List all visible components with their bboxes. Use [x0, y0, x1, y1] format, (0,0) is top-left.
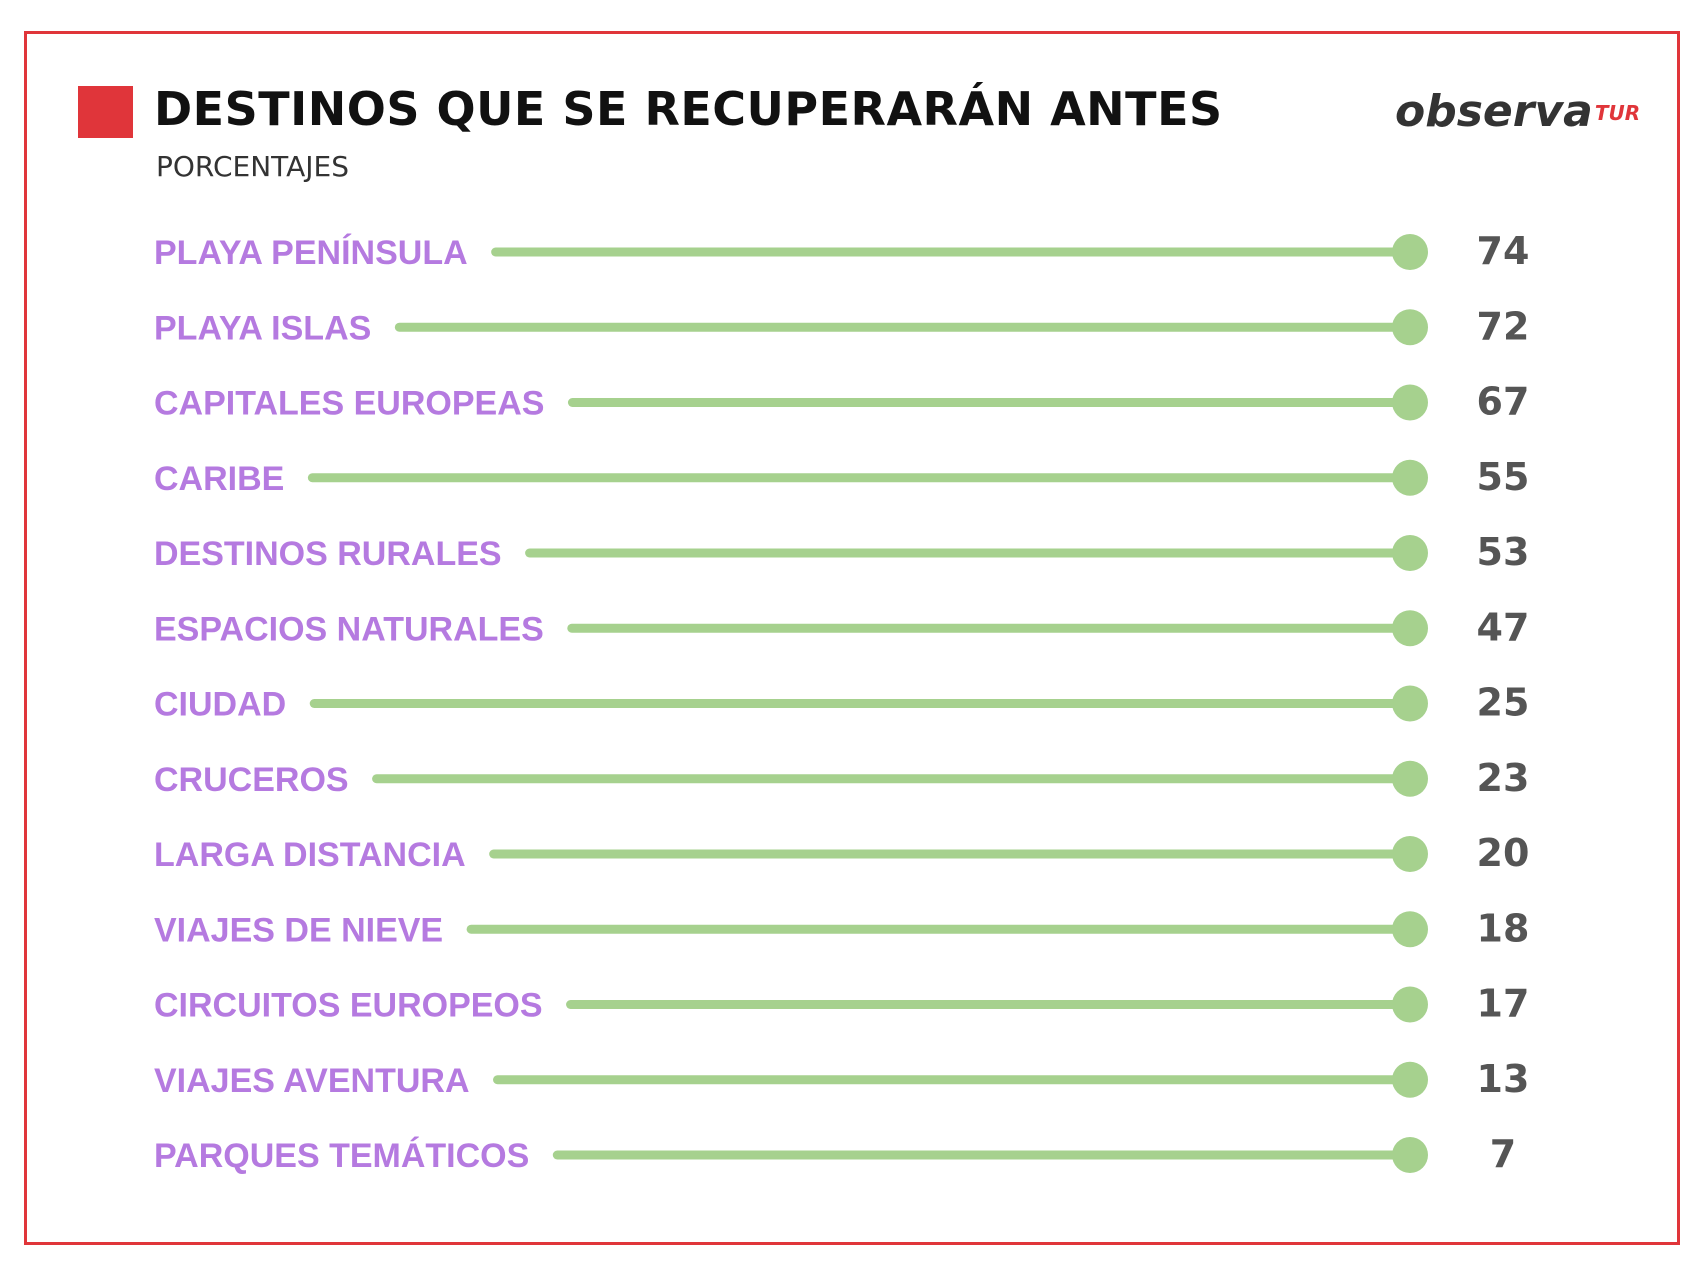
lollipop-dot	[1392, 535, 1428, 571]
chart-frame	[24, 31, 1680, 1245]
title-marker	[78, 86, 133, 138]
category-label: LARGA DISTANCIA	[154, 836, 466, 874]
lollipop-dot	[1392, 459, 1428, 496]
lollipop-dot	[1392, 309, 1428, 346]
lollipop-dot	[1392, 1137, 1428, 1173]
value-label: 55	[1477, 455, 1530, 499]
value-label: 74	[1477, 229, 1530, 273]
brand-logo-sub: TUR	[1594, 100, 1641, 125]
category-label: PLAYA ISLAS	[154, 309, 371, 347]
value-label: 25	[1477, 681, 1530, 725]
value-label: 17	[1477, 982, 1530, 1026]
chart-title: DESTINOS QUE SE RECUPERARÁN ANTES	[154, 82, 1223, 136]
lollipop-dot	[1392, 610, 1428, 647]
category-label: CRUCEROS	[154, 761, 349, 799]
category-label: ESPACIOS NATURALES	[154, 610, 544, 648]
value-label: 20	[1477, 831, 1530, 875]
value-label: 7	[1490, 1132, 1516, 1176]
lollipop-dot	[1392, 685, 1428, 722]
category-label: DESTINOS RURALES	[154, 535, 502, 573]
value-label: 18	[1477, 906, 1530, 950]
value-label: 47	[1477, 605, 1530, 649]
lollipop-dot	[1392, 234, 1428, 270]
value-label: 23	[1477, 756, 1530, 800]
category-label: CAPITALES EUROPEAS	[154, 385, 544, 423]
category-label: VIAJES DE NIEVE	[154, 911, 443, 949]
lollipop-dot	[1392, 384, 1428, 421]
lollipop-dot	[1392, 760, 1428, 797]
chart-subtitle: PORCENTAJES	[156, 150, 349, 183]
lollipop-dot	[1392, 1061, 1428, 1098]
category-label: PARQUES TEMÁTICOS	[154, 1137, 529, 1175]
lollipop-dot	[1392, 836, 1428, 872]
category-label: CARIBE	[154, 460, 284, 498]
category-label: PLAYA PENÍNSULA	[154, 234, 468, 272]
value-label: 13	[1477, 1057, 1530, 1101]
category-label: CIRCUITOS EUROPEOS	[154, 987, 543, 1025]
value-label: 72	[1477, 304, 1530, 348]
category-label: VIAJES AVENTURA	[154, 1062, 470, 1100]
category-label: CIUDAD	[154, 686, 286, 724]
value-label: 67	[1477, 380, 1530, 424]
brand-logo: observa TUR	[1395, 86, 1640, 137]
value-label: 53	[1477, 530, 1530, 574]
lollipop-dot	[1392, 911, 1428, 948]
brand-logo-main: observa	[1395, 86, 1593, 137]
lollipop-dot	[1392, 986, 1428, 1023]
